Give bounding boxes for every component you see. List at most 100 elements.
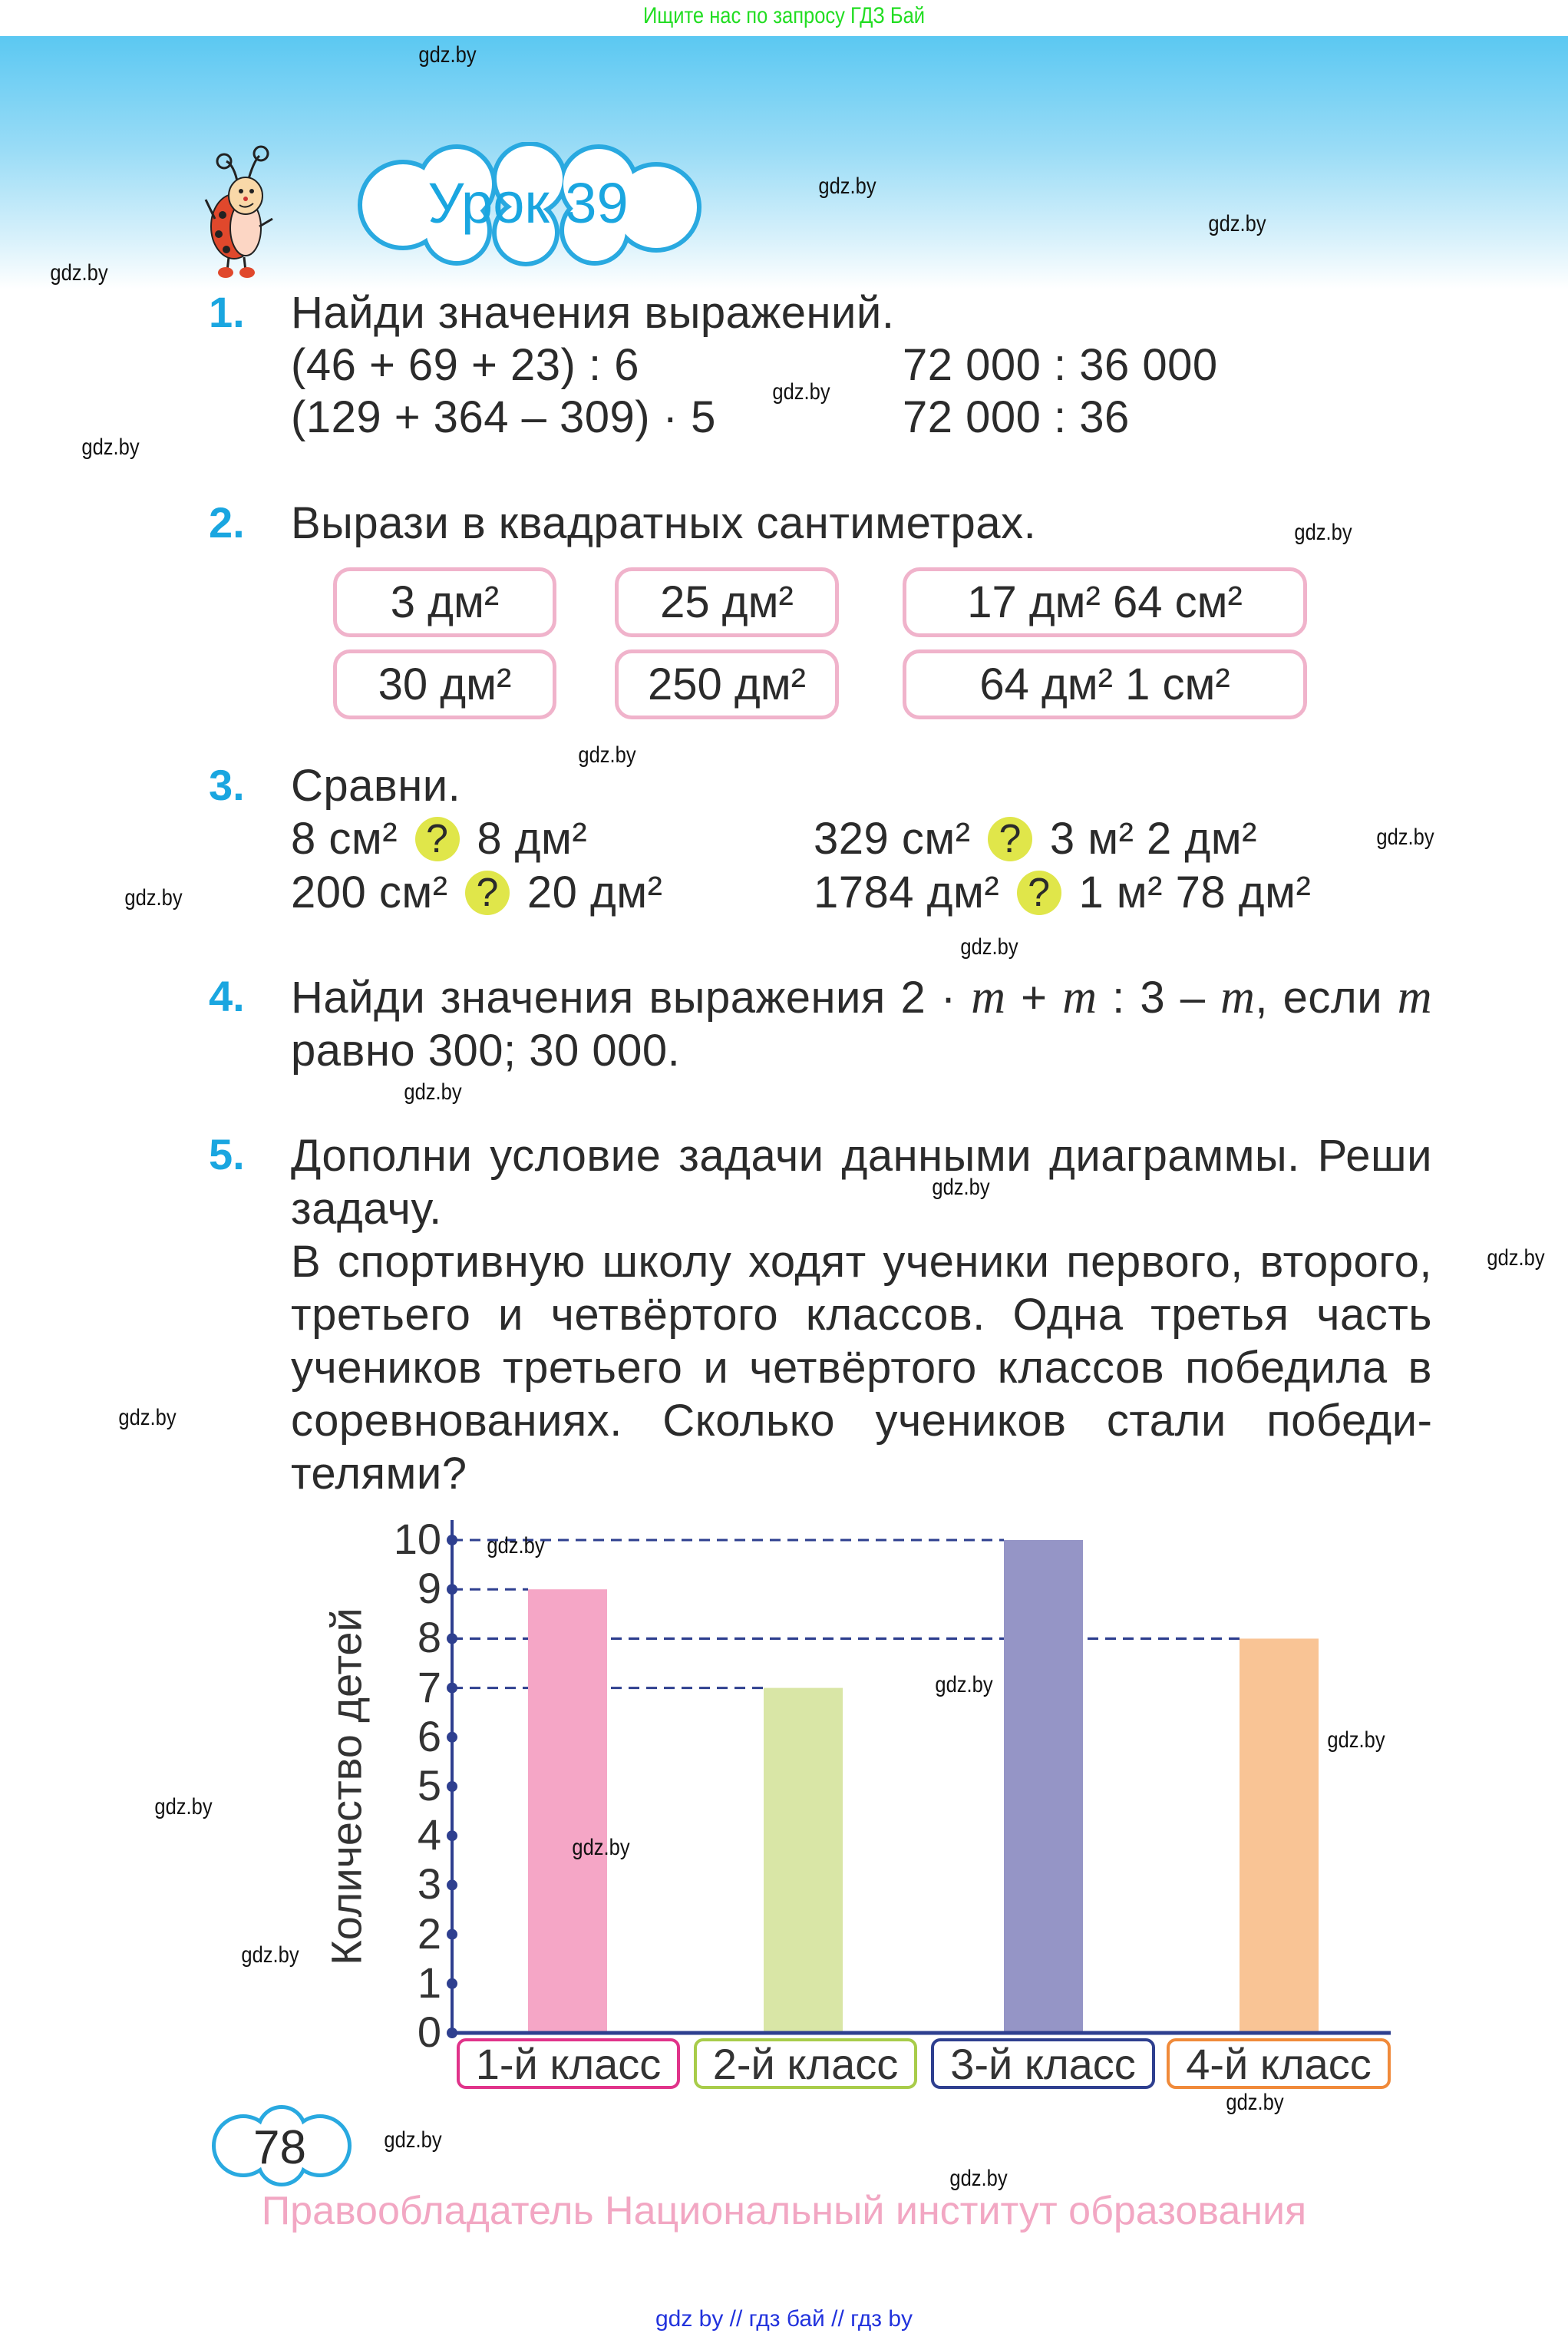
measure-box: 30 дм² <box>333 649 556 719</box>
x-category-label: 4-й класс <box>1167 2038 1391 2089</box>
y-tick-label: 10 <box>393 1515 441 1563</box>
watermark: gdz.by <box>572 1835 630 1860</box>
y-tick-label: 8 <box>417 1613 441 1662</box>
y-tick-dot <box>447 1879 457 1891</box>
y-tick-dot <box>447 1929 457 1940</box>
watermark: gdz.by <box>154 1794 213 1819</box>
task1-expr: 72 000 : 36 000 <box>903 340 1218 390</box>
watermark: gdz.by <box>960 934 1018 960</box>
question-marker-icon: ? <box>465 870 510 915</box>
compare-left: 200 см² <box>291 868 448 917</box>
watermark: gdz.by <box>241 1942 299 1968</box>
lesson-title-cloud <box>358 142 701 266</box>
measure-box: 3 дм² <box>333 567 556 637</box>
task1-expr: (46 + 69 + 23) : 6 <box>291 340 639 390</box>
top-banner <box>0 0 1568 36</box>
task1-expr: (129 + 364 – 309) · 5 <box>291 392 716 442</box>
y-tick-label: 6 <box>417 1711 441 1760</box>
y-tick-dot <box>447 1584 457 1595</box>
watermark: gdz.by <box>418 42 477 68</box>
task3-number: 3. <box>209 761 245 809</box>
bar-4 <box>1240 1638 1319 2033</box>
watermark: gdz.by <box>1376 825 1434 850</box>
compare-left: 1784 дм² <box>814 868 1000 917</box>
task1-expr: 72 000 : 36 <box>903 392 1130 442</box>
question-marker-icon: ? <box>1016 870 1061 915</box>
task2-title: Вырази в квадратных сантиметрах. <box>291 498 1037 548</box>
y-tick-dot <box>447 1731 457 1743</box>
compare-row: 8 см² ? 8 дм² <box>291 813 587 864</box>
watermark: gdz.by <box>772 379 830 405</box>
bottom-links[interactable]: gdz by // гдз бай // гдз by <box>655 2306 913 2332</box>
compare-right: 1 м² 78 дм² <box>1078 868 1312 917</box>
x-category-label: 3-й класс <box>931 2038 1155 2089</box>
compare-right: 8 дм² <box>477 814 588 864</box>
y-tick-dot <box>447 1535 457 1545</box>
page-number-cloud <box>212 2105 352 2186</box>
watermark: gdz.by <box>384 2127 442 2153</box>
y-tick-dot <box>447 1682 457 1694</box>
task1-title: Найди значения выражений. <box>291 288 895 338</box>
watermark: gdz.by <box>578 742 636 768</box>
watermark: gdz.by <box>1226 2090 1284 2115</box>
watermark: gdz.by <box>818 174 876 199</box>
x-category-label: 2-й класс <box>694 2038 917 2089</box>
watermark: gdz.by <box>124 885 183 911</box>
compare-left: 329 см² <box>814 814 971 864</box>
copyright-footer: Правообладатель Национальный институт об… <box>261 2189 1307 2233</box>
y-tick-dot <box>447 1781 457 1792</box>
watermark: gdz.by <box>404 1079 462 1105</box>
compare-row: 329 см² ? 3 м² 2 дм² <box>814 813 1257 864</box>
y-tick-label: 7 <box>417 1662 441 1711</box>
task5-text: В спортивную школу ходят ученики первого… <box>291 1237 1432 1499</box>
watermark: gdz.by <box>1327 1727 1385 1753</box>
task5-title: Дополни условие задачи данными диаграммы… <box>291 1131 1432 1234</box>
question-marker-icon: ? <box>988 816 1033 861</box>
bar-2 <box>764 1687 843 2033</box>
lesson-title: Урок 39 <box>427 171 629 235</box>
watermark: gdz.by <box>50 260 108 286</box>
compare-right: 3 м² 2 дм² <box>1049 814 1257 864</box>
compare-row: 1784 дм² ? 1 м² 78 дм² <box>814 867 1311 918</box>
watermark: gdz.by <box>932 1175 990 1200</box>
watermark: gdz.by <box>1487 1245 1545 1271</box>
watermark: gdz.by <box>81 435 140 460</box>
task4-text: Найди значения выражения 2 · m + m : 3 –… <box>291 971 1432 1076</box>
y-tick-dot <box>447 1830 457 1842</box>
sky-header-background <box>0 36 1568 289</box>
measure-box: 250 дм² <box>615 649 839 719</box>
x-category-label: 1-й класс <box>457 2038 680 2089</box>
y-tick-label: 9 <box>417 1564 441 1613</box>
task3-title: Сравни. <box>291 761 461 811</box>
y-tick-dot <box>447 2028 457 2038</box>
y-tick-dot <box>447 1978 457 1989</box>
y-tick-label: 4 <box>417 1810 441 1859</box>
y-tick-label: 2 <box>417 1909 441 1958</box>
y-tick-dot <box>447 1633 457 1644</box>
watermark: gdz.by <box>118 1405 177 1430</box>
compare-row: 200 см² ? 20 дм² <box>291 867 663 918</box>
compare-left: 8 см² <box>291 814 398 864</box>
y-tick-label: 3 <box>417 1859 441 1909</box>
measure-box: 64 дм² 1 см² <box>903 649 1307 719</box>
page-number: 78 <box>253 2121 306 2174</box>
watermark: gdz.by <box>1294 520 1352 545</box>
bar-1 <box>528 1589 607 2033</box>
watermark: gdz.by <box>949 2166 1008 2191</box>
bar-3 <box>1004 1540 1083 2033</box>
watermark: gdz.by <box>935 1672 993 1697</box>
task1-number: 1. <box>209 288 245 336</box>
question-marker-icon: ? <box>414 816 460 861</box>
task4-number: 4. <box>209 972 245 1020</box>
top-banner-text: Ищите нас по запросу ГДЗ Бай <box>642 3 926 28</box>
compare-right: 20 дм² <box>527 868 663 917</box>
measure-box: 17 дм² 64 см² <box>903 567 1307 637</box>
y-tick-label: 1 <box>417 1958 441 2007</box>
task2-number: 2. <box>209 498 245 547</box>
watermark: gdz.by <box>1208 211 1266 236</box>
measure-box: 25 дм² <box>615 567 839 637</box>
y-tick-label: 0 <box>417 2008 441 2056</box>
task5-number: 5. <box>209 1130 245 1178</box>
y-tick-label: 5 <box>417 1761 441 1810</box>
